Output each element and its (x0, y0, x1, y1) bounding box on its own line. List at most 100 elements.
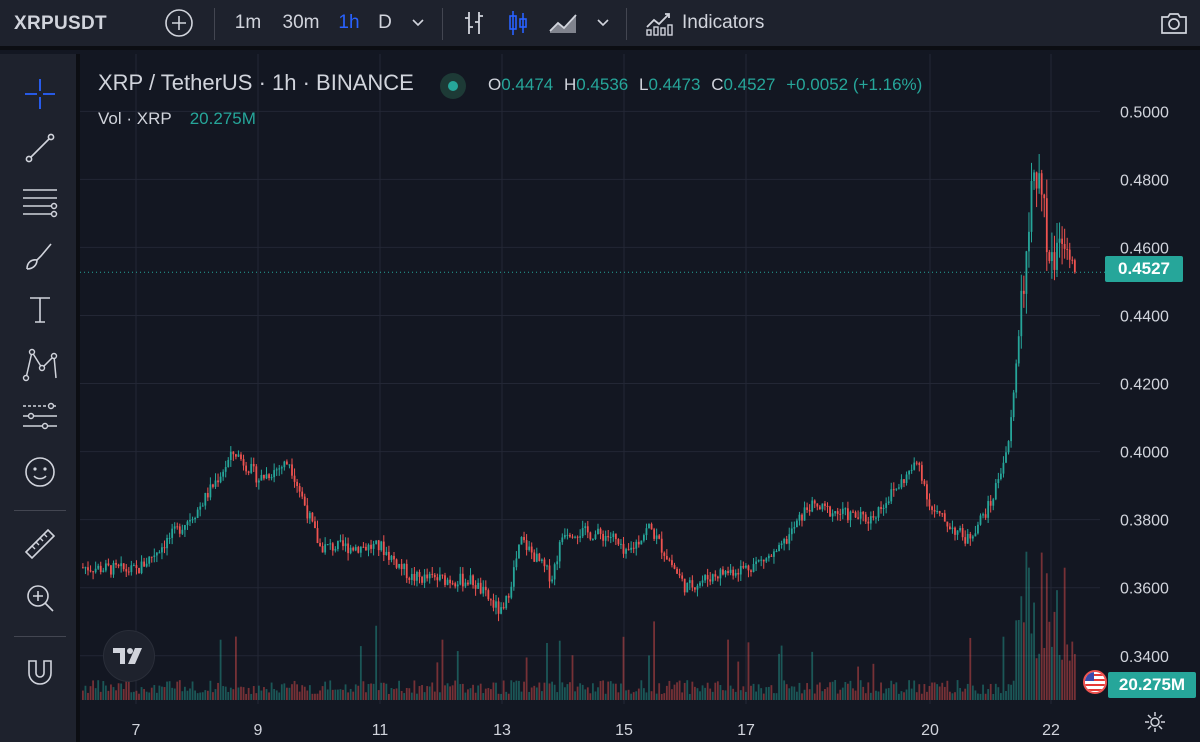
trend-line-tool[interactable] (16, 126, 64, 170)
volume-bar (798, 682, 801, 700)
candle-body (212, 484, 214, 487)
y-tick-label: 0.3600 (1120, 581, 1169, 598)
interval-1m[interactable]: 1m (234, 12, 262, 33)
volume-bar (102, 681, 105, 700)
ohlc-legend: O0.4474 H0.4536 L0.4473 C0.4527 +0.0052 … (488, 75, 928, 95)
chart-pane[interactable]: 0.5000 0.4800 0.4600 0.4400 0.4200 0.4000 0.38… (80, 54, 1200, 742)
candle-body (936, 511, 939, 513)
volume-bar (316, 693, 319, 700)
chart-settings-button[interactable] (1143, 710, 1167, 734)
crosshair-tool[interactable] (16, 72, 64, 116)
volume-bar (130, 692, 133, 700)
candle-body (158, 552, 161, 554)
volume-bar (637, 688, 640, 700)
interval-1h[interactable]: 1h (338, 12, 360, 33)
candle-body (609, 537, 612, 539)
area-chart-type-button[interactable] (544, 0, 584, 46)
candle-body (895, 488, 898, 490)
volume-bar (966, 683, 969, 700)
bar-chart-type-button[interactable] (456, 0, 492, 46)
zoom-tool[interactable] (16, 576, 64, 620)
fib-retracement-tool[interactable] (16, 180, 64, 224)
candles-chart-type-button[interactable] (500, 0, 536, 46)
candle-body (984, 514, 987, 518)
volume-bar (326, 689, 329, 700)
volume-bar (436, 662, 439, 700)
candle-body (826, 505, 829, 507)
text-tool[interactable] (16, 288, 64, 332)
chart-type-dropdown[interactable] (590, 0, 616, 46)
forecast-tool[interactable] (16, 396, 64, 440)
candle-body (102, 570, 105, 572)
volume-bar (688, 693, 691, 700)
volume-bar (650, 691, 653, 700)
volume-bar (844, 682, 847, 700)
volume-bar (658, 683, 661, 700)
candle-body (418, 572, 421, 577)
candle-body (597, 528, 599, 535)
candle-body (569, 534, 571, 537)
interval-dropdown[interactable] (404, 0, 432, 46)
measure-tool[interactable] (16, 522, 64, 566)
forecast-icon (23, 402, 57, 430)
candle-body (880, 507, 882, 509)
volume-bar (648, 655, 650, 700)
emoji-tool[interactable] (16, 450, 64, 494)
tradingview-logo[interactable] (103, 630, 155, 682)
volume-bar (446, 683, 449, 700)
snapshot-button[interactable] (1156, 0, 1192, 46)
x-tick-label: 17 (737, 722, 755, 739)
candle-body (283, 461, 286, 468)
candle-body (500, 607, 502, 614)
candle-body (729, 569, 732, 573)
volume-bar (510, 680, 513, 700)
candle-body (201, 505, 204, 507)
brush-tool[interactable] (16, 234, 64, 278)
volume-bar (683, 682, 686, 700)
candle-body (308, 512, 311, 519)
trend-line-icon (25, 133, 55, 163)
candle-body (161, 547, 163, 553)
volume-bar (293, 680, 296, 700)
candle-body (908, 470, 910, 475)
candle-body (869, 516, 872, 524)
compare-add-button[interactable] (160, 0, 198, 46)
volume-bar (385, 683, 388, 700)
candle-body (920, 465, 923, 481)
candle-body (620, 543, 622, 545)
symbol-search[interactable]: XRPUSDT (14, 13, 107, 34)
candle-body (987, 501, 990, 518)
candle-body (650, 523, 653, 530)
magnet-tool[interactable] (16, 650, 64, 694)
indicators-label: Indicators (682, 12, 765, 33)
indicators-icon (646, 13, 673, 36)
candle-body (954, 527, 956, 535)
volume-bar (803, 689, 806, 700)
interval-d[interactable]: D (378, 12, 392, 33)
candle-body (760, 559, 763, 561)
indicators-button[interactable]: Indicators (644, 0, 784, 46)
volume-bar (1025, 551, 1028, 700)
candle-body (405, 563, 408, 579)
candle-body (178, 526, 181, 534)
volume-bar (347, 692, 349, 700)
price-chart[interactable]: 0.5000 0.4800 0.4600 0.4400 0.4200 0.4000 0.38… (80, 54, 1200, 742)
candle-body (125, 569, 128, 572)
candle-body (1028, 231, 1030, 252)
pattern-tool[interactable] (16, 342, 64, 386)
candle-body (464, 582, 467, 587)
candle-body (293, 475, 296, 482)
candle-body (395, 559, 398, 568)
volume-bar (943, 686, 946, 700)
volume-bar (518, 680, 520, 700)
candle-body (637, 541, 640, 545)
camera-icon (1161, 13, 1187, 34)
candle-body (525, 540, 528, 550)
volume-bar (1051, 646, 1053, 700)
interval-30m[interactable]: 30m (282, 12, 320, 33)
volume-bar (767, 686, 770, 700)
volume-bar (933, 682, 936, 700)
volume-bar (898, 693, 900, 700)
volume-bar (212, 692, 214, 700)
volume-bar (352, 691, 355, 700)
